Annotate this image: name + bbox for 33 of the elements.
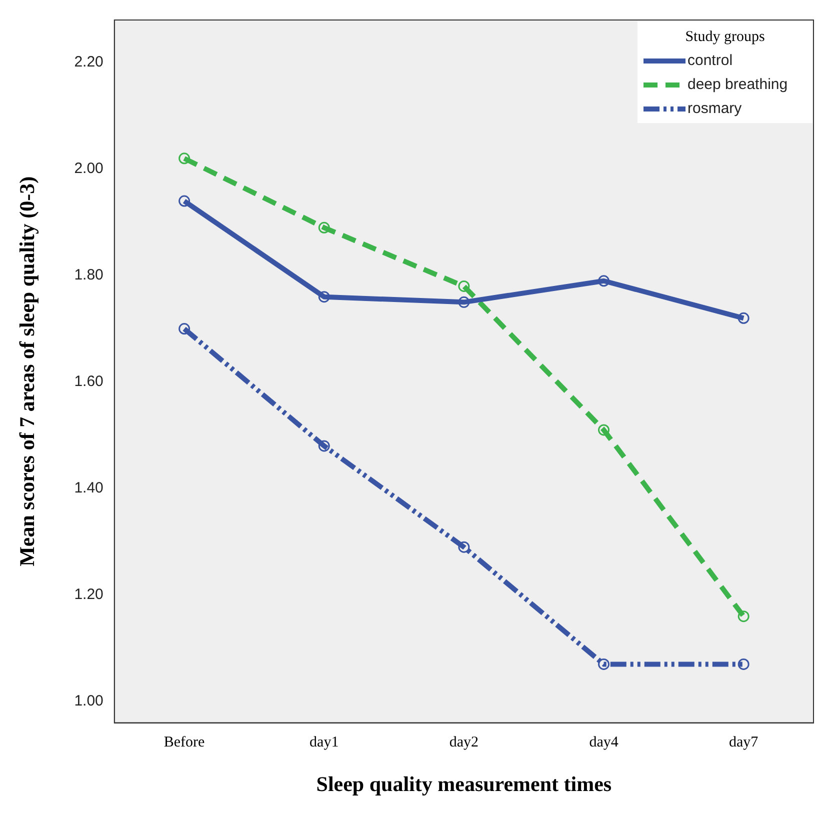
x-tick-label: day7 bbox=[729, 734, 759, 751]
legend-label: control bbox=[688, 52, 733, 70]
point bbox=[178, 195, 190, 207]
y-tick-label: 1.40 bbox=[74, 480, 104, 497]
legend-label: rosmary bbox=[688, 100, 742, 118]
y-axis-title: Mean scores of 7 areas of sleep quality (0-3) bbox=[15, 176, 40, 566]
y-tick-label: 1.00 bbox=[74, 692, 104, 710]
x-tick-label: day4 bbox=[589, 734, 619, 751]
point bbox=[318, 440, 330, 452]
point bbox=[598, 658, 610, 670]
y-tick-label: 1.20 bbox=[74, 586, 104, 604]
point bbox=[458, 541, 470, 553]
point bbox=[178, 152, 190, 164]
point bbox=[318, 291, 330, 303]
y-tick-label: 1.80 bbox=[74, 266, 104, 284]
x-tick-label: day1 bbox=[310, 734, 339, 751]
point bbox=[738, 658, 750, 670]
legend-title: Study groups bbox=[685, 28, 765, 45]
y-tick-label: 1.60 bbox=[74, 373, 104, 390]
x-axis-title: Sleep quality measurement times bbox=[316, 772, 612, 796]
point bbox=[738, 312, 750, 324]
y-tick-label: 2.00 bbox=[74, 160, 104, 178]
point bbox=[458, 280, 470, 292]
point bbox=[178, 323, 190, 335]
point bbox=[738, 610, 750, 622]
x-tick-label: Before bbox=[164, 734, 206, 751]
point bbox=[598, 424, 610, 436]
point bbox=[318, 222, 330, 234]
point bbox=[598, 275, 610, 287]
point bbox=[458, 296, 470, 308]
legend-label: deep breathing bbox=[688, 76, 788, 94]
y-tick-label: 2.20 bbox=[74, 54, 104, 71]
x-tick-label: day2 bbox=[449, 734, 479, 751]
